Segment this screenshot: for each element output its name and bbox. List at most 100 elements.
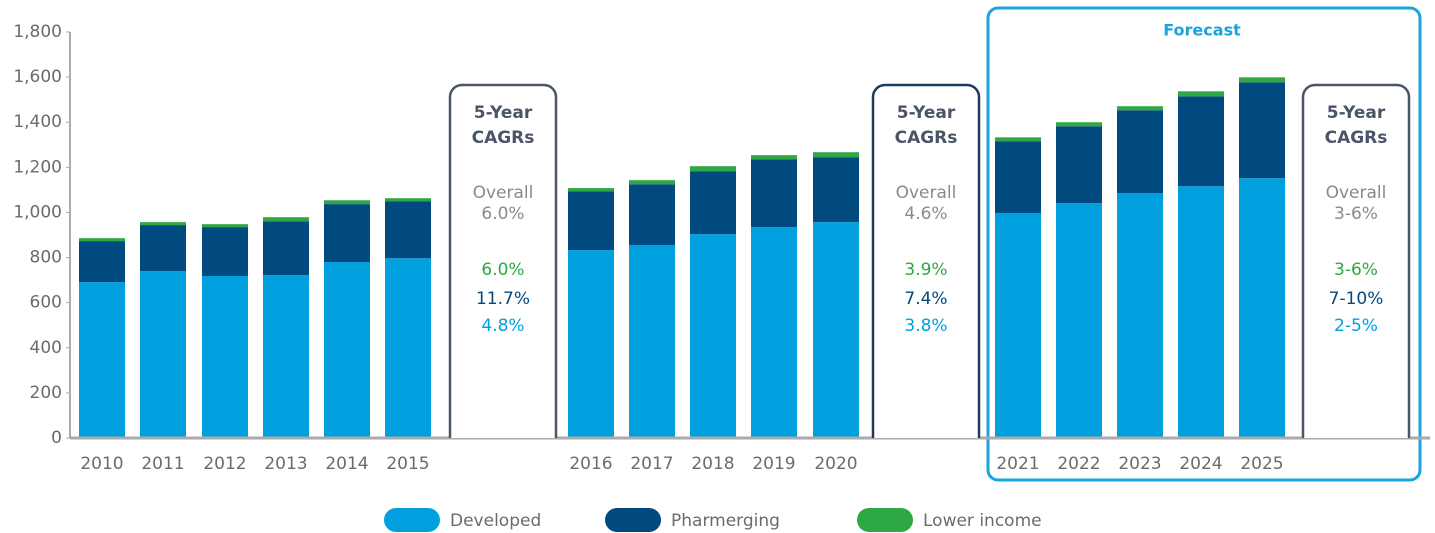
- cagr-title: 5-Year: [897, 103, 956, 123]
- cagr-overall-label: Overall: [473, 183, 534, 203]
- cagr-value: 3-6%: [1334, 260, 1378, 280]
- cagr-title: CAGRs: [895, 128, 958, 148]
- cagr-value: 3.9%: [904, 260, 947, 280]
- cagr-value: 7.4%: [904, 289, 947, 309]
- legend-label: Lower income: [923, 511, 1042, 531]
- cagr-value: 4.8%: [481, 316, 524, 336]
- cagr-value: 3.8%: [904, 316, 947, 336]
- legend-swatch: [384, 508, 440, 532]
- x-tick-label: 2024: [1179, 454, 1222, 474]
- bar-segment: [385, 198, 431, 202]
- bar-segment: [140, 222, 186, 226]
- bar-segment: [568, 191, 614, 251]
- cagr-value: 11.7%: [476, 289, 530, 309]
- bar-segment: [140, 225, 186, 272]
- bar-segment: [202, 224, 248, 228]
- cagr-box: [448, 83, 558, 438]
- bar-segment: [813, 157, 859, 223]
- x-tick-label: 2019: [752, 454, 795, 474]
- y-tick-label: 1,600: [13, 67, 62, 87]
- bar-segment: [263, 275, 309, 438]
- bar-segment: [751, 159, 797, 228]
- x-tick-label: 2012: [203, 454, 246, 474]
- legend-label: Developed: [450, 511, 541, 531]
- bar-segment: [751, 227, 797, 438]
- cagr-box: [871, 83, 981, 438]
- bar-segment: [1056, 126, 1102, 204]
- legend-label: Pharmerging: [671, 511, 780, 531]
- bar-segment: [385, 258, 431, 438]
- bar-segment: [568, 188, 614, 192]
- bar-segment: [324, 204, 370, 263]
- bar-segment: [1117, 193, 1163, 438]
- cagr-overall-label: Overall: [896, 183, 957, 203]
- x-tick-label: 2010: [80, 454, 123, 474]
- bar-segment: [1056, 122, 1102, 127]
- y-tick-label: 0: [51, 428, 62, 448]
- bar-segment: [1239, 178, 1285, 438]
- bar-segment: [995, 141, 1041, 214]
- x-tick-label: 2021: [996, 454, 1039, 474]
- cagr-value: 6.0%: [481, 260, 524, 280]
- bar-segment: [1239, 82, 1285, 179]
- bar-segment: [263, 217, 309, 222]
- bar-segment: [813, 222, 859, 438]
- bar-segment: [263, 221, 309, 276]
- forecast-label: Forecast: [1163, 21, 1241, 40]
- y-tick-label: 1,200: [13, 157, 62, 177]
- cagr-value: 7-10%: [1329, 289, 1384, 309]
- legend-swatch: [605, 508, 661, 532]
- bar-segment: [324, 200, 370, 205]
- x-tick-label: 2016: [569, 454, 612, 474]
- bar-segment: [690, 234, 736, 438]
- x-tick-label: 2018: [691, 454, 734, 474]
- bar-segment: [629, 180, 675, 185]
- bar-segment: [568, 250, 614, 438]
- bar-segment: [751, 155, 797, 160]
- bar-segment: [813, 152, 859, 158]
- cagr-overall: 4.6%: [904, 204, 947, 224]
- bar-segment: [324, 262, 370, 438]
- cagr-title: 5-Year: [474, 103, 533, 123]
- x-tick-label: 2011: [141, 454, 184, 474]
- y-tick-label: 1,400: [13, 112, 62, 132]
- y-tick-label: 800: [30, 248, 62, 268]
- forecast-box: [986, 6, 1422, 482]
- cagr-value: 2-5%: [1334, 316, 1378, 336]
- x-tick-label: 2020: [814, 454, 857, 474]
- x-tick-label: 2017: [630, 454, 673, 474]
- x-tick-label: 2013: [264, 454, 307, 474]
- x-tick-label: 2025: [1240, 454, 1283, 474]
- bar-segment: [202, 276, 248, 438]
- bar-segment: [629, 184, 675, 246]
- cagr-title: 5-Year: [1327, 103, 1386, 123]
- bar-segment: [79, 241, 125, 283]
- cagr-overall-label: Overall: [1326, 183, 1387, 203]
- x-tick-label: 2014: [325, 454, 368, 474]
- cagr-box: [1301, 83, 1411, 438]
- bar-segment: [629, 245, 675, 438]
- bar-segment: [1117, 110, 1163, 194]
- cagr-title: CAGRs: [1325, 128, 1388, 148]
- bar-segment: [1178, 91, 1224, 97]
- x-tick-label: 2015: [386, 454, 429, 474]
- bar-segment: [1178, 96, 1224, 187]
- y-tick-label: 200: [30, 383, 62, 403]
- bar-segment: [1056, 203, 1102, 438]
- bar-segment: [690, 166, 736, 172]
- bar-segment: [690, 171, 736, 235]
- cagr-title: CAGRs: [472, 128, 535, 148]
- bar-segment: [79, 238, 125, 242]
- x-tick-label: 2022: [1057, 454, 1100, 474]
- bar-segment: [1239, 77, 1285, 83]
- y-tick-label: 1,000: [13, 202, 62, 222]
- bar-segment: [1178, 186, 1224, 438]
- bar-segment: [202, 227, 248, 277]
- cagr-overall: 3-6%: [1334, 204, 1378, 224]
- bar-segment: [79, 282, 125, 438]
- bar-segment: [995, 213, 1041, 438]
- bar-segment: [995, 137, 1041, 142]
- y-tick-label: 400: [30, 338, 62, 358]
